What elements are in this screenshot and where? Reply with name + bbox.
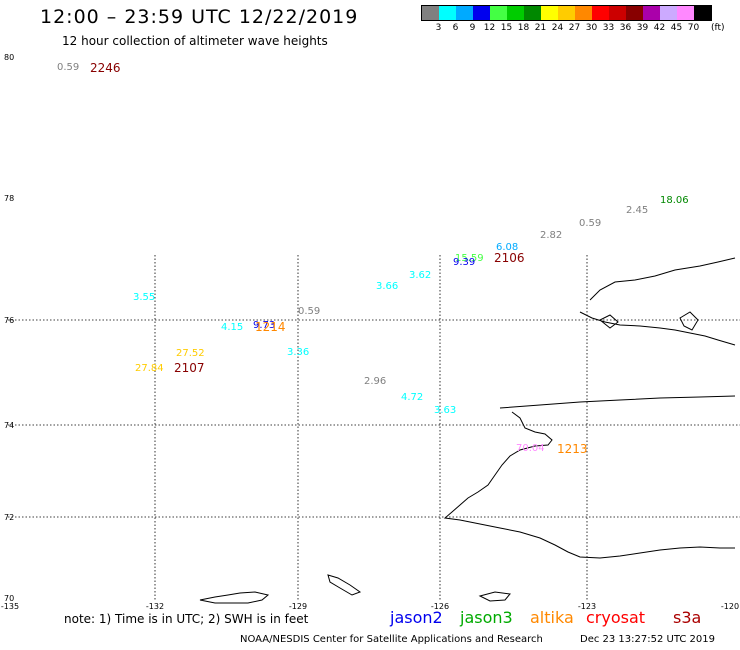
lat-tick-label: 70	[4, 594, 14, 603]
island-right	[478, 591, 511, 602]
legend-swatch	[524, 6, 541, 20]
lat-tick-label: 80	[4, 53, 14, 62]
legend-swatch	[456, 6, 473, 20]
map-title: 12:00 – 23:59 UTC 12/22/2019	[40, 6, 359, 28]
wave-height-label: 3.62	[409, 270, 431, 281]
legend-swatch	[660, 6, 677, 20]
legend-swatch	[422, 6, 439, 20]
legend-swatch	[575, 6, 592, 20]
timestamp: Dec 23 13:27:52 UTC 2019	[580, 634, 715, 645]
lat-tick-label: 76	[4, 316, 14, 325]
satellite-name: jason2	[390, 608, 443, 627]
satellite-name: jason3	[460, 608, 513, 627]
legend-swatch	[490, 6, 507, 20]
lat-tick-label: 74	[4, 421, 14, 430]
wave-height-label: 4.72	[401, 392, 423, 403]
pass-time-label: 2246	[90, 61, 121, 75]
color-scale-legend: (ft) 3 6 9 12 15 18 21 24 27 30 33 36 39 42 45 70	[421, 5, 725, 35]
coastline-north	[579, 257, 736, 346]
legend-swatches	[421, 5, 712, 21]
legend-swatch	[677, 6, 694, 20]
legend-label: 36	[619, 23, 632, 33]
wave-height-label: 15.59	[455, 253, 484, 264]
wave-height-label: 3.66	[376, 281, 398, 292]
legend-label: 15	[500, 23, 513, 33]
satellite-name: cryosat	[586, 608, 646, 627]
legend-swatch	[558, 6, 575, 20]
wave-height-label: 18.06	[660, 195, 689, 206]
wave-height-label: 0.59	[579, 218, 601, 229]
wave-height-points: 0.59 18.06 2.45 0.59 2.82 6.08 15.599.39 3.62 3.…	[57, 62, 689, 454]
legend-swatch	[694, 6, 711, 20]
lon-tick-label: -123	[578, 602, 596, 611]
lon-tick-label: -135	[1, 602, 19, 611]
legend-swatch	[439, 6, 456, 20]
wave-height-label: 9.73	[253, 320, 275, 331]
credit-line: NOAA/NESDIS Center for Satellite Applica…	[240, 634, 543, 645]
legend-unit: (ft)	[711, 23, 725, 33]
pass-time-label: 1214	[255, 320, 286, 334]
lon-tick-label: -129	[289, 602, 307, 611]
wave-height-label: 4.15	[221, 322, 243, 333]
legend-swatch	[592, 6, 609, 20]
legend-label: 6	[452, 23, 459, 33]
legend-label: 12	[483, 23, 496, 33]
legend-label: 21	[534, 23, 547, 33]
wave-height-label: 27.52	[176, 348, 205, 359]
satellite-name: altika	[530, 608, 574, 627]
wave-height-label: 0.59	[57, 62, 79, 73]
graticule: 80 78 76 74 72 70-135 -132 -129 -126 -123 -120	[1, 53, 740, 611]
legend-labels: (ft) 3 6 9 12 15 18 21 24 27 30 33 36 39 42 45 70	[421, 21, 725, 35]
pass-time-label: 1213	[557, 442, 588, 456]
coastline-south	[443, 395, 736, 559]
legend-label: 18	[517, 23, 530, 33]
legend-label: 42	[653, 23, 666, 33]
pass-time-labels: 2246 2106 2107 1214 1213	[90, 61, 588, 456]
wave-height-label: 3.63	[434, 405, 456, 416]
legend-swatch	[507, 6, 524, 20]
wave-height-label: 2.96	[364, 376, 386, 387]
coastline	[199, 257, 736, 604]
legend-label: 33	[602, 23, 615, 33]
legend-swatch	[541, 6, 558, 20]
legend-label: 27	[568, 23, 581, 33]
legend-label: 39	[636, 23, 649, 33]
lat-tick-label: 78	[4, 194, 14, 203]
legend-label: 9	[469, 23, 476, 33]
wave-height-label: 3.36	[287, 347, 309, 358]
legend-swatch	[609, 6, 626, 20]
legend-label: 24	[551, 23, 564, 33]
island-mid	[327, 574, 362, 596]
legend-swatch	[626, 6, 643, 20]
footer-note: note: 1) Time is in UTC; 2) SWH is in fe…	[64, 612, 309, 626]
wave-height-label: 6.08	[496, 242, 518, 253]
satellite-name: s3a	[673, 608, 702, 627]
pass-time-label: 2106	[494, 251, 525, 265]
map-subtitle: 12 hour collection of altimeter wave hei…	[62, 34, 328, 48]
legend-label: 3	[435, 23, 442, 33]
island-left	[199, 591, 270, 604]
legend-swatch	[643, 6, 660, 20]
lat-tick-label: 72	[4, 513, 14, 522]
lon-tick-label: -120	[721, 602, 739, 611]
pass-time-label: 2107	[174, 361, 205, 375]
wave-height-label: 2.82	[540, 230, 562, 241]
legend-label: 70	[687, 23, 700, 33]
legend-label: 30	[585, 23, 598, 33]
wave-height-label: 0.59	[298, 306, 320, 317]
wave-height-label: 27.84	[135, 363, 164, 374]
legend-swatch	[473, 6, 490, 20]
wave-height-label: 70.04	[516, 443, 545, 454]
wave-height-label: 2.45	[626, 205, 648, 216]
lon-tick-label: -132	[146, 602, 164, 611]
lon-tick-label: -126	[431, 602, 449, 611]
legend-label: 45	[670, 23, 683, 33]
wave-height-label: 3.55	[133, 292, 155, 303]
wave-height-label: 9.39	[453, 257, 475, 268]
